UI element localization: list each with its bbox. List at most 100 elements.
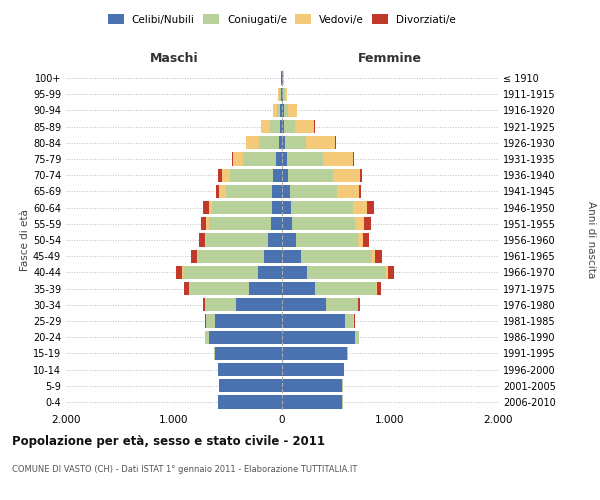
Bar [280, 104, 282, 117]
Bar [282, 136, 285, 149]
Bar [282, 266, 307, 279]
Bar [233, 152, 243, 166]
Bar [262, 120, 270, 134]
Legend: Celibi/Nubili, Coniugati/e, Vedovi/e, Divorziati/e: Celibi/Nubili, Coniugati/e, Vedovi/e, Di… [104, 10, 460, 29]
Bar [218, 396, 282, 408]
Bar [290, 201, 353, 214]
Bar [282, 120, 284, 134]
Bar [282, 363, 344, 376]
Bar [206, 234, 268, 246]
Bar [288, 104, 296, 117]
Bar [367, 201, 374, 214]
Bar [337, 185, 359, 198]
Bar [215, 314, 282, 328]
Bar [285, 136, 307, 149]
Bar [205, 330, 209, 344]
Bar [206, 314, 215, 328]
Bar [197, 250, 198, 263]
Bar [282, 152, 287, 166]
Bar [284, 120, 295, 134]
Bar [282, 234, 296, 246]
Text: Maschi: Maschi [149, 52, 199, 65]
Bar [292, 217, 355, 230]
Bar [281, 88, 282, 101]
Bar [232, 152, 233, 166]
Bar [273, 104, 277, 117]
Bar [205, 298, 236, 312]
Bar [347, 346, 348, 360]
Bar [272, 185, 282, 198]
Bar [206, 217, 209, 230]
Bar [295, 120, 314, 134]
Text: Femmine: Femmine [358, 52, 422, 65]
Bar [236, 298, 282, 312]
Bar [279, 136, 282, 149]
Bar [282, 250, 301, 263]
Bar [282, 88, 283, 101]
Bar [358, 298, 360, 312]
Bar [214, 346, 215, 360]
Bar [284, 104, 288, 117]
Bar [203, 298, 205, 312]
Bar [323, 152, 353, 166]
Bar [358, 234, 363, 246]
Bar [243, 152, 275, 166]
Bar [203, 201, 209, 214]
Bar [360, 168, 362, 182]
Bar [282, 298, 326, 312]
Bar [282, 396, 343, 408]
Bar [334, 168, 360, 182]
Bar [212, 201, 272, 214]
Bar [280, 88, 281, 101]
Bar [191, 250, 197, 263]
Bar [209, 217, 271, 230]
Bar [274, 168, 282, 182]
Bar [364, 217, 371, 230]
Bar [353, 314, 355, 328]
Bar [189, 282, 248, 295]
Bar [296, 234, 358, 246]
Bar [376, 282, 377, 295]
Bar [301, 250, 371, 263]
Bar [371, 250, 375, 263]
Bar [209, 201, 212, 214]
Bar [283, 88, 285, 101]
Bar [355, 330, 359, 344]
Bar [388, 266, 394, 279]
Bar [282, 282, 316, 295]
Bar [201, 217, 206, 230]
Bar [375, 250, 382, 263]
Bar [282, 330, 355, 344]
Bar [226, 185, 272, 198]
Bar [280, 120, 282, 134]
Text: Anni di nascita: Anni di nascita [586, 202, 596, 278]
Bar [287, 152, 323, 166]
Bar [278, 88, 280, 101]
Bar [216, 185, 220, 198]
Bar [218, 363, 282, 376]
Bar [184, 282, 188, 295]
Text: COMUNE DI VASTO (CH) - Dati ISTAT 1° gennaio 2011 - Elaborazione TUTTITALIA.IT: COMUNE DI VASTO (CH) - Dati ISTAT 1° gen… [12, 465, 358, 474]
Bar [282, 104, 284, 117]
Bar [285, 88, 287, 101]
Bar [353, 201, 367, 214]
Bar [290, 185, 337, 198]
Bar [198, 250, 263, 263]
Bar [275, 152, 282, 166]
Bar [307, 136, 335, 149]
Bar [220, 185, 226, 198]
Bar [258, 266, 282, 279]
Bar [326, 298, 358, 312]
Bar [272, 201, 282, 214]
Bar [277, 104, 280, 117]
Bar [221, 168, 230, 182]
Bar [363, 234, 370, 246]
Bar [205, 314, 206, 328]
Bar [259, 136, 279, 149]
Bar [355, 217, 364, 230]
Bar [282, 168, 288, 182]
Y-axis label: Fasce di età: Fasce di età [20, 209, 30, 271]
Bar [209, 330, 282, 344]
Bar [282, 185, 290, 198]
Bar [386, 266, 388, 279]
